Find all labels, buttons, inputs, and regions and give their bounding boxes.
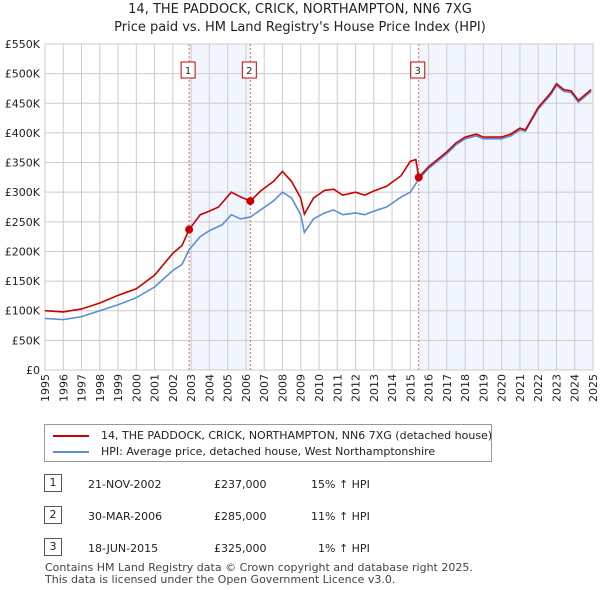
series-line-hpi — [44, 84, 592, 321]
transaction-row: 1 21-NOV-2002 £237,000 15% ↑ HPI — [44, 474, 464, 494]
x-tick-label: 2012 — [350, 374, 363, 402]
transaction-row: 3 18-JUN-2015 £325,000 1% ↑ HPI — [44, 538, 464, 558]
shaded-range — [418, 44, 593, 370]
y-tick-label: £300K — [5, 186, 41, 199]
x-tick-label: 2023 — [550, 374, 563, 402]
footer-copyright: Contains HM Land Registry data © Crown c… — [45, 561, 473, 574]
x-tick-label: 1996 — [57, 374, 70, 402]
x-tick-label: 1999 — [112, 374, 125, 402]
x-tick-label: 2010 — [313, 374, 326, 402]
x-tick-label: 2015 — [404, 374, 417, 402]
price: £285,000 — [214, 510, 267, 523]
sale-label-box — [180, 61, 196, 79]
x-tick-label: 2006 — [240, 374, 253, 402]
legend-swatch-red — [53, 434, 89, 437]
x-tick-label: 2016 — [423, 374, 436, 402]
legend-label: HPI: Average price, detached house, West… — [101, 445, 436, 458]
x-tick-label: 1998 — [94, 374, 107, 402]
y-tick-label: £250K — [5, 216, 41, 229]
y-tick-label: £350K — [5, 157, 41, 170]
x-tick-label: 1997 — [76, 374, 89, 402]
sale-label: 2 — [246, 66, 252, 77]
shaded-range — [189, 44, 251, 370]
y-tick-label: £200K — [5, 245, 41, 258]
x-tick-label: 2019 — [477, 374, 490, 402]
marker-badge: 2 — [44, 506, 62, 524]
sale-label: 3 — [415, 66, 421, 77]
x-tick-label: 2018 — [459, 374, 472, 402]
price-chart: 1995 1996 1997 1998 1999 2000 2001 2002 2003 2004… — [5, 38, 600, 402]
hpi-diff: 15% ↑ HPI — [311, 478, 370, 491]
x-tick-label: 2003 — [185, 374, 198, 402]
x-tick-label: 2009 — [295, 374, 308, 402]
sale-point — [246, 197, 255, 206]
hpi-diff: 1% ↑ HPI — [318, 542, 370, 555]
sale-label-box — [410, 61, 426, 79]
footer-licence: This data is licensed under the Open Gov… — [45, 573, 396, 586]
x-tick-label: 2007 — [258, 374, 271, 402]
x-tick-label: 2013 — [368, 374, 381, 402]
chart-subtitle: Price paid vs. HM Land Registry's House … — [114, 20, 486, 35]
x-tick-label: 2024 — [569, 374, 582, 402]
sale-point — [414, 173, 423, 182]
y-tick-label: £100K — [5, 305, 41, 318]
x-tick-label: 2005 — [222, 374, 235, 402]
series-line-property — [44, 82, 592, 313]
marker-badge: 3 — [44, 538, 62, 556]
plot-border — [44, 43, 594, 371]
legend-item-hpi: HPI: Average price, detached house, West… — [53, 445, 435, 458]
chart-title: 14, THE PADDOCK, CRICK, NORTHAMPTON, NN6… — [128, 2, 472, 17]
transaction-row: 2 30-MAR-2006 £285,000 11% ↑ HPI — [44, 506, 464, 526]
x-tick-label: 2014 — [386, 374, 399, 402]
legend-item-property: 14, THE PADDOCK, CRICK, NORTHAMPTON, NN6… — [53, 429, 492, 442]
x-tick-label: 2004 — [203, 374, 216, 402]
y-tick-label: £0 — [26, 364, 40, 377]
marker-badge: 1 — [44, 474, 62, 492]
x-tick-label: 2008 — [276, 374, 289, 402]
x-tick-label: 2025 — [587, 374, 600, 402]
x-tick-label: 2000 — [130, 374, 143, 402]
date: 18-JUN-2015 — [88, 542, 159, 555]
price: £237,000 — [214, 478, 267, 491]
y-tick-label: £500K — [5, 68, 41, 81]
y-tick-label: £400K — [5, 127, 41, 140]
x-tick-label: 2017 — [441, 374, 454, 402]
sale-label: 1 — [185, 66, 191, 77]
x-tick-label: 2022 — [532, 374, 545, 402]
x-tick-label: 2002 — [167, 374, 180, 402]
legend-swatch-blue — [53, 450, 89, 453]
x-tick-label: 2011 — [331, 374, 344, 402]
x-tick-label: 1995 — [39, 374, 52, 402]
y-tick-label: £450K — [5, 97, 41, 110]
y-tick-label: £50K — [12, 334, 41, 347]
hpi-diff: 11% ↑ HPI — [311, 510, 370, 523]
sale-label-box — [241, 61, 257, 79]
y-tick-label: £550K — [5, 38, 41, 51]
legend-label: 14, THE PADDOCK, CRICK, NORTHAMPTON, NN6… — [101, 429, 493, 442]
date: 21-NOV-2002 — [88, 478, 162, 491]
sale-point — [185, 225, 194, 234]
x-tick-label: 2021 — [514, 374, 527, 402]
legend: 14, THE PADDOCK, CRICK, NORTHAMPTON, NN6… — [44, 424, 492, 462]
date: 30-MAR-2006 — [88, 510, 163, 523]
price: £325,000 — [214, 542, 267, 555]
x-tick-label: 2020 — [496, 374, 509, 402]
y-tick-label: £150K — [5, 275, 41, 288]
x-tick-label: 2001 — [149, 374, 162, 402]
